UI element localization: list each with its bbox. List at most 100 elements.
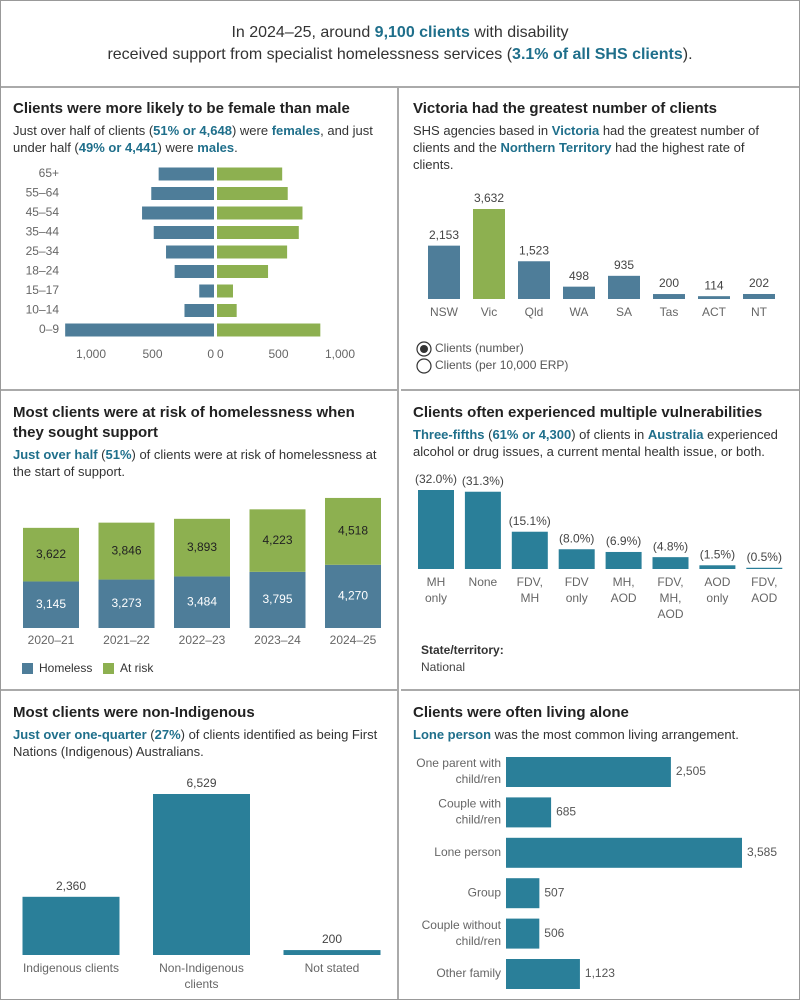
- category-label: 2021–22: [103, 633, 150, 647]
- text: In 2024–25, around: [231, 23, 375, 41]
- chart-title: Clients were often living alone: [413, 704, 629, 721]
- category-label: 2022–23: [179, 633, 226, 647]
- bar: [184, 304, 214, 317]
- emphasis: 61% or 4,300: [492, 427, 572, 442]
- text: ) were: [231, 123, 272, 138]
- category-label: AOD: [657, 607, 683, 621]
- category-label: FDV: [565, 575, 589, 589]
- category-label: 2020–21: [28, 633, 75, 647]
- category-label: 2024–25: [330, 633, 377, 647]
- chart: 3,145 3,622 2020–21 3,273 3,846 2021–22 3,484 3…: [22, 497, 381, 675]
- bar: [217, 226, 299, 239]
- value-label: 3,795: [262, 592, 292, 606]
- category-label: Qld: [525, 305, 544, 319]
- x-tick-label: 0: [217, 347, 224, 361]
- category-label: child/ren: [456, 772, 501, 786]
- category-label: only: [566, 591, 588, 605]
- header-line: received support from specialist homeles…: [107, 44, 692, 66]
- category-label: Vic: [481, 305, 497, 319]
- legend-label: At risk: [120, 661, 154, 675]
- chart: 2,153 NSW 3,632 Vic 1,523 Qld 498 WA 935 SA 200 Tas…: [416, 191, 775, 374]
- category-label: Group: [468, 885, 502, 899]
- header-line: In 2024–25, around 9,100 clients with di…: [231, 22, 568, 44]
- bar-segment: [325, 564, 381, 628]
- bar-segment: [174, 576, 230, 628]
- value-label: 2,505: [676, 764, 706, 778]
- value-label: (8.0%): [559, 531, 594, 545]
- value-label: (4.8%): [653, 539, 688, 553]
- value-label: 3,585: [747, 845, 777, 859]
- bar: [743, 293, 775, 299]
- bar: [142, 206, 214, 220]
- bar: [506, 959, 580, 989]
- category-label: Not stated: [305, 961, 360, 975]
- value-label: 935: [614, 258, 634, 272]
- category-label: One parent with: [416, 756, 501, 770]
- bar: [217, 187, 288, 200]
- chart-title: Clients often experienced multiple vulne…: [413, 404, 763, 421]
- bar: [217, 265, 269, 278]
- category-label: WA: [570, 305, 589, 319]
- panel: 3,145 3,622 2020–21 3,273 3,846 2021–22 3,484 3…: [1, 391, 399, 691]
- chart: 2,505 One parent with child/ren 685 Couple w…: [416, 756, 777, 989]
- category-label: FDV,: [751, 575, 777, 589]
- bar: [283, 950, 381, 955]
- value-label: (6.9%): [606, 534, 641, 548]
- bar: [473, 209, 505, 299]
- radio-dot: [420, 345, 428, 353]
- text: , and just under half (: [13, 123, 373, 155]
- emphasis: Three-fifths: [413, 427, 485, 442]
- value-label: 2,153: [429, 228, 459, 242]
- category-label: MH: [427, 575, 446, 589]
- chart-title: Victoria had the greatest number of clie…: [413, 100, 717, 117]
- bar-segment: [325, 497, 381, 565]
- value-label: 3,145: [36, 597, 66, 611]
- bar: [698, 296, 730, 299]
- category-label: 45–54: [26, 205, 60, 219]
- bar-segment: [98, 522, 155, 580]
- panel: 65+ 55–64 45–54 35–44 25–34 18–24 15–17 10–14 0–…: [1, 87, 399, 391]
- text: ) of clients in: [571, 427, 648, 442]
- emphasis: 27%: [154, 727, 181, 742]
- bar-segment: [174, 518, 230, 577]
- legend-swatch: [22, 663, 33, 674]
- value-label: 2,360: [56, 879, 86, 893]
- text: received support from specialist homeles…: [107, 45, 513, 63]
- bar: [506, 878, 540, 909]
- filter-value[interactable]: National: [421, 660, 465, 674]
- bar: [166, 245, 214, 259]
- bar: [22, 896, 120, 955]
- value-label: 3,893: [187, 540, 217, 554]
- bar: [558, 549, 595, 569]
- emphasis: Northern Territory: [500, 140, 612, 155]
- panel: 2,360 Indigenous clients 6,529 Non-Indigeno…: [1, 691, 399, 999]
- bar: [506, 797, 552, 828]
- category-label: 35–44: [26, 225, 60, 239]
- category-label: 10–14: [26, 303, 60, 317]
- category-label: AOD: [751, 591, 777, 605]
- bar: [699, 565, 736, 569]
- radio-label[interactable]: Clients (number): [435, 341, 524, 355]
- text: ) of clients identified as being First N…: [13, 727, 378, 759]
- category-label: 15–17: [26, 283, 60, 297]
- filter-label: State/territory:: [421, 643, 504, 657]
- radio-label[interactable]: Clients (per 10,000 ERP): [435, 358, 568, 372]
- value-label: 6,529: [186, 776, 216, 790]
- value-label: (1.5%): [700, 547, 735, 561]
- bar: [153, 794, 250, 955]
- bar: [217, 284, 233, 298]
- text: ).: [682, 45, 693, 63]
- category-label: 65+: [39, 166, 59, 180]
- radio-button[interactable]: [416, 358, 432, 374]
- text: experienced alcohol or drug issues, a cu…: [413, 427, 778, 459]
- value-label: 506: [544, 926, 564, 940]
- panel: (32.0%) MH only (31.3%) None (15.1%) FDV, MH (8.…: [401, 391, 799, 691]
- bar: [217, 167, 283, 181]
- bar: [506, 837, 742, 868]
- value-label: 3,846: [111, 543, 141, 557]
- bar: [217, 245, 288, 259]
- category-label: Lone person: [434, 845, 501, 859]
- bar: [217, 323, 321, 337]
- category-label: AOD: [611, 591, 637, 605]
- category-label: child/ren: [456, 813, 501, 827]
